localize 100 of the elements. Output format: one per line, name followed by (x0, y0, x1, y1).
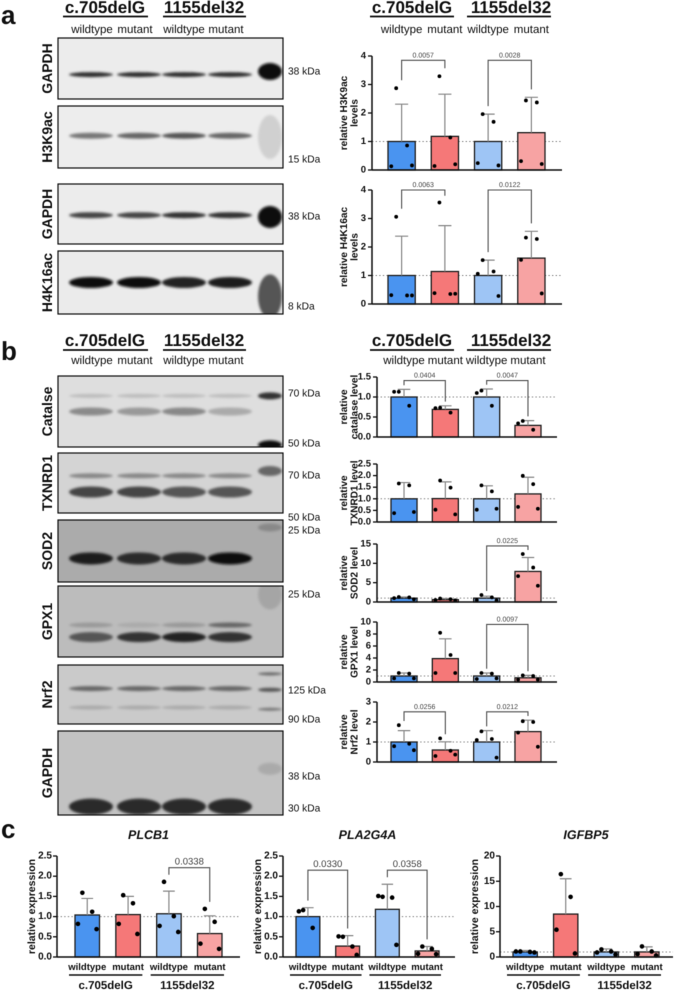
text: 38 kDa (288, 772, 321, 782)
y-tick-label: 2.0 (264, 870, 278, 882)
annotation: 0.0358 (392, 859, 422, 870)
y-tick-label: 3 (360, 213, 366, 224)
y-tick-label: 1.5 (358, 482, 372, 493)
chart-title: PLCB1 (128, 828, 170, 842)
y-tick-label: 10 (360, 616, 371, 628)
y-tick-label: 2 (360, 242, 366, 252)
text: 1155del32 (470, 331, 552, 350)
bar (474, 140, 502, 171)
x-tick-label: mutant (112, 962, 145, 973)
y-tick-label: 15 (360, 538, 372, 550)
bar (115, 914, 141, 958)
y-tick-label: 6 (366, 640, 371, 652)
text: 15 kDa (288, 154, 321, 166)
bar (390, 741, 418, 763)
y-tick-label: 0 (360, 298, 366, 310)
text: c (1, 814, 16, 844)
y-axis-title: relative Nrf2 level (339, 709, 360, 755)
text: c.705delG (64, 0, 146, 17)
bar (432, 408, 460, 438)
y-tick-label: 0.0 (264, 952, 278, 962)
bar (472, 741, 500, 763)
text: b (1, 336, 17, 366)
text: 38 kDa (288, 212, 321, 222)
y-tick-label: 0 (360, 164, 366, 176)
bar (387, 274, 416, 305)
x-tick-label: wildtype (367, 962, 406, 973)
text: GAPDH (39, 43, 55, 94)
x-tick-label: wildtype (148, 962, 188, 973)
text: 38 kDa (288, 66, 321, 78)
x-tick-label: wildtype (288, 962, 327, 973)
text: 30 kDa (288, 804, 321, 814)
x-tick-label: mutant (550, 962, 582, 973)
bar (514, 730, 542, 763)
chart-title: IGFBP5 (563, 828, 610, 842)
text: Nrf2 (39, 680, 55, 709)
bar (517, 257, 546, 305)
y-axis-title: relative expression (26, 858, 38, 954)
bar (387, 140, 416, 171)
x-tick-label: wildtype (586, 962, 626, 973)
y-tick-label: 0 (366, 756, 371, 768)
x-tick-label: mutant (510, 355, 546, 367)
y-tick-label: 4 (366, 652, 372, 664)
y-tick-label: 0.0 (358, 432, 371, 442)
text: Catalse (39, 386, 55, 436)
y-tick-label: 0.5 (264, 931, 278, 942)
x-tick-label: wildtype (464, 355, 508, 367)
text: GPX1 (39, 602, 55, 640)
y-axis-title: relative expression (252, 858, 264, 954)
y-tick-label: 1.0 (358, 493, 371, 504)
bar (474, 274, 502, 305)
text: H3K9ac (39, 111, 55, 163)
bar (74, 914, 100, 958)
text: c.705delG (78, 980, 133, 991)
text: H4K16ac (39, 252, 55, 312)
text: 25 kDa (288, 526, 321, 536)
x-tick-label: mutant (514, 24, 550, 36)
x-tick-label: wildtype (67, 962, 106, 973)
y-tick-label: 2 (360, 108, 366, 118)
text: 1155del32 (470, 0, 552, 17)
chart-title: PLA2G4A (338, 828, 396, 842)
y-tick-label: 0 (366, 596, 371, 608)
text: c.705delG (372, 0, 452, 17)
bar (156, 913, 182, 958)
x-tick-label: mutant (332, 962, 364, 973)
text: 125 kDa (288, 686, 326, 696)
y-axis-title: relative H3K9ac levels (339, 75, 360, 150)
text: c.705delG (298, 980, 353, 991)
text: TXNRD1 (39, 454, 55, 512)
y-tick-label: 10 (484, 901, 496, 912)
text: c.705delG (372, 331, 452, 350)
x-tick-label: mutant (411, 962, 444, 973)
x-tick-label: mutant (427, 24, 464, 36)
y-axis-title: relative H4K16ac levels (339, 206, 360, 288)
y-tick-label: 0 (489, 952, 496, 962)
bar (430, 136, 460, 171)
text: 1155del32 (164, 331, 244, 350)
bar (430, 270, 460, 305)
bar (432, 658, 460, 683)
y-tick-label: 1 (366, 736, 372, 748)
annotation: 0.0338 (174, 856, 204, 868)
y-tick-label: 2 (366, 664, 371, 676)
y-tick-label: 1.0 (38, 911, 52, 922)
x-tick-label: wildtype (380, 24, 422, 36)
y-tick-label: 20 (484, 850, 496, 862)
annotation: 0.0330 (313, 859, 342, 870)
y-tick-label: 0.5 (38, 931, 52, 942)
text: c.705delG (516, 980, 571, 991)
x-tick-label: wildtype (505, 962, 544, 973)
y-tick-label: 10 (360, 558, 371, 569)
y-tick-label: 1.5 (358, 372, 372, 382)
text: SOD2 (39, 532, 55, 570)
text: 90 kDa (288, 714, 321, 726)
y-tick-label: 2.5 (358, 458, 372, 470)
y-tick-label: 1.5 (38, 890, 52, 902)
text: GAPDH (39, 188, 55, 240)
y-tick-label: 1 (360, 136, 367, 147)
text: 1155del32 (164, 0, 244, 17)
y-tick-label: 0.0 (38, 952, 52, 962)
